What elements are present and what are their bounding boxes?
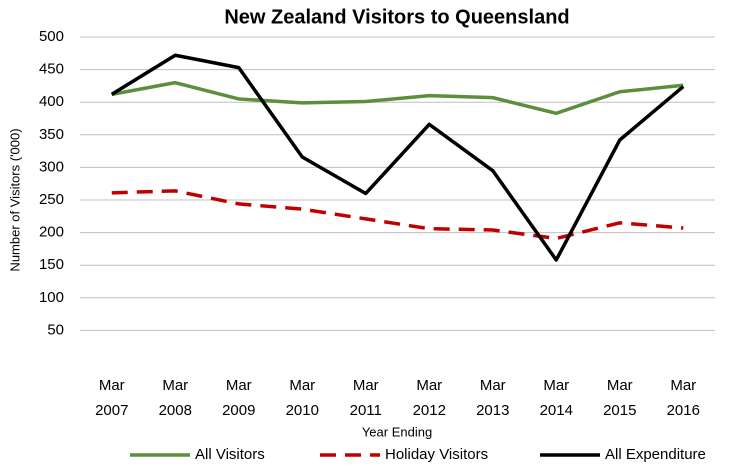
data-line xyxy=(110,53,685,262)
y-tick-label: 150 xyxy=(39,256,64,273)
x-tick-label: Mar 2012 xyxy=(412,377,446,419)
y-tick-label: 50 xyxy=(47,321,64,338)
y-tick-label: 500 xyxy=(39,28,64,45)
y-axis-label: Number of Visitors ('000) xyxy=(7,128,22,271)
legend-label: Holiday Visitors xyxy=(385,446,488,463)
legend-label: All Expenditure xyxy=(605,446,706,463)
chart-title: New Zealand Visitors to Queensland xyxy=(224,6,569,28)
y-tick-label: 350 xyxy=(39,126,64,143)
y-tick-label: 300 xyxy=(39,158,64,175)
x-tick-label: Mar 2007 xyxy=(95,377,129,419)
data-line xyxy=(111,189,684,241)
x-tick-label: Mar 2015 xyxy=(603,377,637,419)
x-tick-label: Mar 2013 xyxy=(476,377,510,419)
y-tick-label: 100 xyxy=(39,289,64,306)
y-tick-label: 450 xyxy=(39,61,64,78)
x-tick-label: Mar 2010 xyxy=(285,377,319,419)
x-tick-label: Mar 2014 xyxy=(539,377,573,419)
y-tick-label: 200 xyxy=(39,224,64,241)
y-tick-label: 250 xyxy=(39,191,64,208)
x-axis-label: Year Ending xyxy=(362,424,432,439)
data-line xyxy=(111,80,684,116)
y-tick-label: 400 xyxy=(39,93,64,110)
x-tick-label: Mar 2016 xyxy=(666,377,700,419)
x-tick-label: Mar 2009 xyxy=(222,377,256,419)
x-tick-label: Mar 2008 xyxy=(158,377,192,419)
x-tick-label: Mar 2011 xyxy=(349,377,382,419)
legend-label: All Visitors xyxy=(195,446,265,463)
